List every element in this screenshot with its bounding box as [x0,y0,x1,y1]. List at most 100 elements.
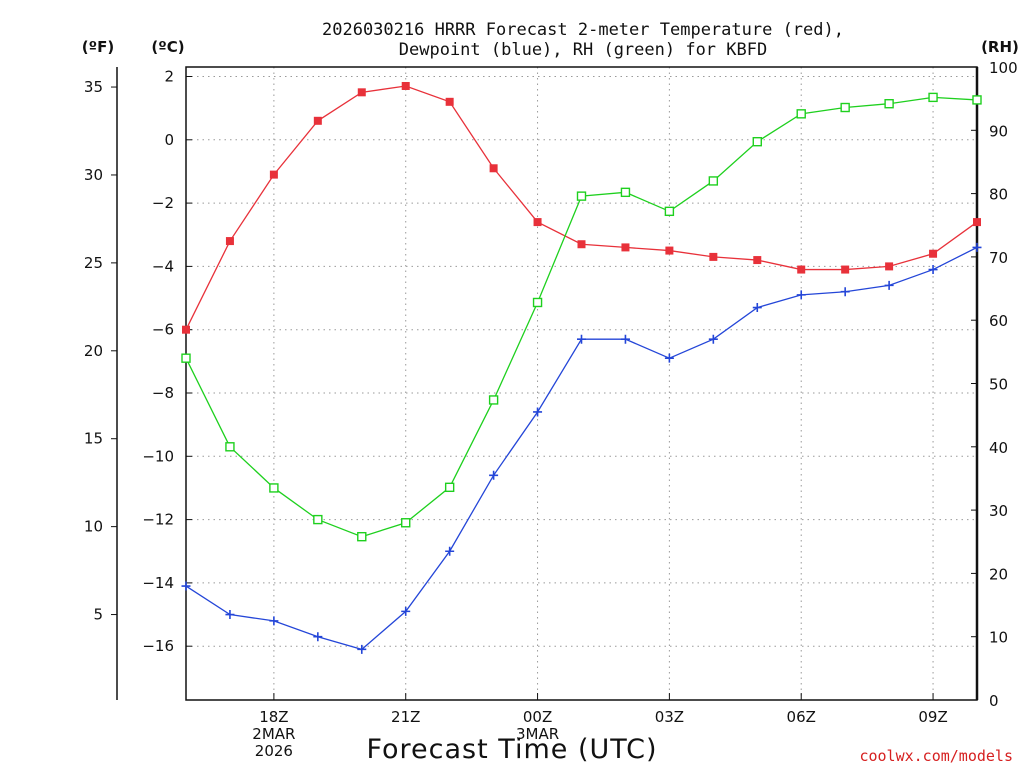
dewpoint-point [269,616,279,626]
rh-point [532,297,543,308]
dewpoint-point [401,606,411,616]
rh-tick-label: 0 [989,692,999,710]
temperature-point [445,97,454,106]
temperature-point [973,218,981,227]
chart-title-line-2: Dewpoint (blue), RH (green) for KBFD [399,40,767,60]
dewpoint-point [884,280,894,290]
rh-point [884,99,894,109]
celsius-tick-label: −2 [152,194,174,212]
temperature-point [182,325,190,334]
chart-title: 2026030216 HRRR Forecast 2-meter Tempera… [322,20,844,60]
rh-point [620,187,631,198]
dewpoint-point [840,287,850,297]
temperature-point [269,170,278,179]
celsius-tick-label: −4 [152,257,174,275]
temperature-point [753,256,762,265]
dewpoint-point [708,334,718,344]
celsius-unit-label: (ºC) [151,38,184,56]
rh-line [185,96,978,538]
dewpoint-line [185,246,978,651]
rh-tick-label: 90 [989,122,1008,140]
temperature-point [621,243,630,252]
rh-point [840,102,850,113]
dewpoint-point [972,242,982,252]
fahrenheit-tick-label: 10 [84,518,103,536]
fahrenheit-tick-label: 30 [84,166,103,184]
dewpoint-point [577,334,586,344]
time-tick-label: 18Z [259,708,288,726]
rh-point [313,514,323,525]
celsius-tick-label: 0 [164,131,174,149]
celsius-tick-label: −12 [142,511,174,529]
x-axis-title: Forecast Time (UTC) [366,734,657,765]
time-tick-label: 00Z [523,708,552,726]
dewpoint-point [796,290,806,300]
temperature-point [929,249,938,258]
temperature-point [313,116,322,125]
rh-point [576,191,587,201]
dewpoint-point [533,407,543,417]
source-credit: coolwx.com/models [859,747,1013,765]
temperature-point [577,240,586,249]
temperature-point [841,265,850,274]
rh-unit-label: (RH) [981,38,1019,56]
celsius-tick-label: 2 [164,67,174,85]
rh-tick-label: 60 [989,312,1008,330]
dewpoint-point [489,470,499,480]
rh-point [401,518,411,528]
temperature-point [225,237,234,246]
fahrenheit-tick-label: 25 [84,254,103,272]
chart-title-line-1: 2026030216 HRRR Forecast 2-meter Tempera… [322,20,844,40]
rh-point [928,92,938,103]
fahrenheit-tick-label: 35 [84,78,103,96]
rh-point [664,206,675,217]
temperature-point [401,81,410,90]
rh-point [972,95,982,105]
celsius-tick-label: −8 [152,384,174,402]
rh-point [488,395,499,405]
rh-point [269,483,279,493]
dewpoint-point [928,265,938,275]
rh-point [225,442,235,452]
dewpoint-point [225,610,235,620]
fahrenheit-unit-label: (ºF) [82,38,114,56]
celsius-tick-label: −16 [142,637,174,655]
dewpoint-point [313,632,323,642]
celsius-axis: 2 0 −2 −4 −6 −8 −10 −12 −14 −16 [142,67,192,655]
grid [186,67,977,700]
plot-frame [185,66,978,701]
fahrenheit-axis: 35 30 25 20 15 10 5 [84,78,117,624]
rh-tick-label: 20 [989,565,1008,583]
celsius-tick-label: −10 [142,447,174,465]
fahrenheit-tick-label: 15 [84,430,103,448]
dewpoint-point [357,644,367,654]
celsius-tick-label: −14 [142,574,174,592]
rh-point [444,482,455,493]
rh-tick-label: 40 [989,439,1008,457]
fahrenheit-tick-label: 5 [93,606,103,624]
rh-tick-label: 30 [989,502,1008,520]
temperature-point [885,262,894,271]
dewpoint-point [664,353,674,363]
dewpoint-point [181,581,191,591]
rh-tick-label: 80 [989,186,1008,204]
temperature-point [357,88,366,97]
rh-point [708,176,719,186]
dewpoint-point [445,546,455,556]
time-tick-label: 21Z [391,708,420,726]
temperature-line [185,85,978,330]
dewpoint-point [752,303,762,313]
temperature-point [665,246,674,255]
dewpoint-point [620,334,630,344]
rh-tick-label: 50 [989,376,1008,394]
time-tick-label: 2MAR [252,725,295,743]
rh-tick-label: 70 [989,249,1008,267]
time-tick-label: 06Z [787,708,816,726]
series-layer [181,81,982,654]
temperature-point [797,265,806,274]
celsius-tick-label: −6 [152,321,174,339]
rh-point [752,136,762,147]
